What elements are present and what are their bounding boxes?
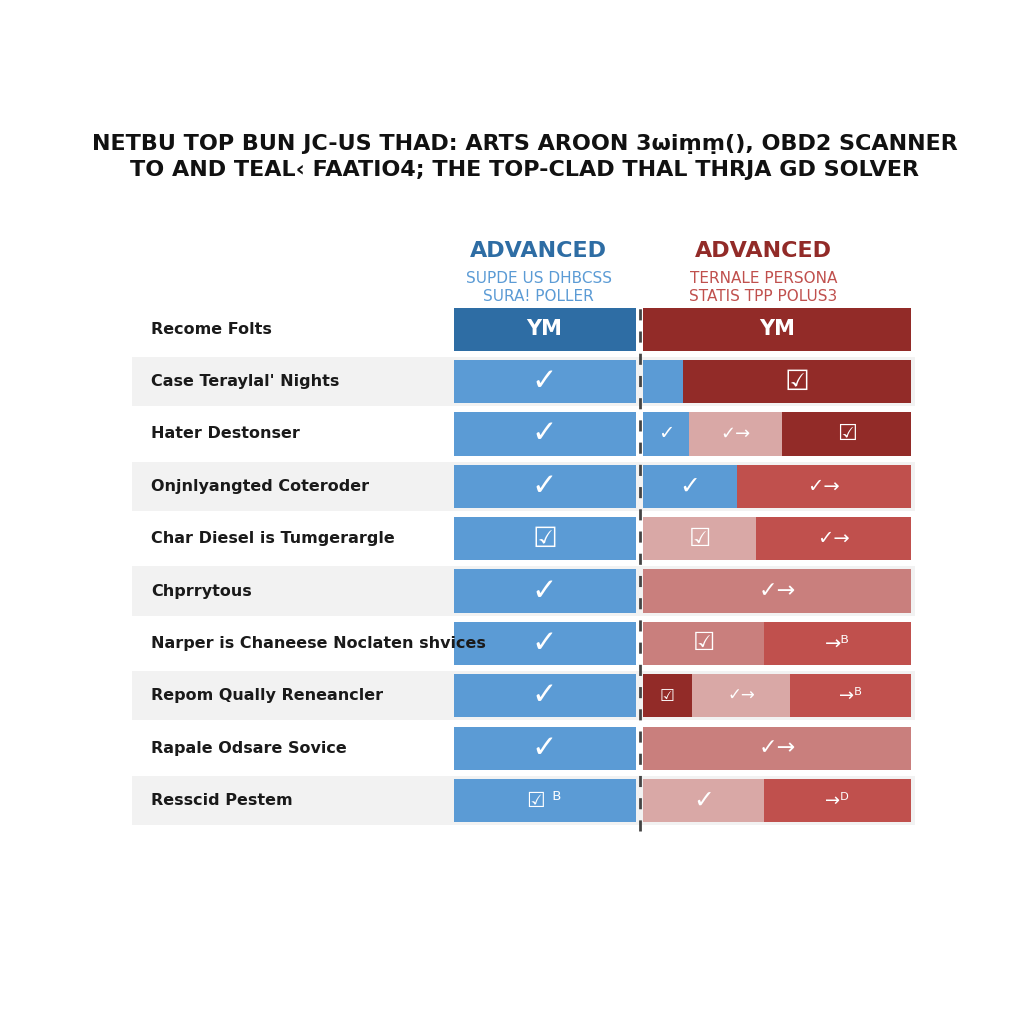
Text: ✓: ✓: [657, 425, 674, 443]
Text: ✓→: ✓→: [759, 738, 796, 758]
Text: Resscid Pestem: Resscid Pestem: [152, 793, 293, 808]
Text: Onjnlyangted Coteroder: Onjnlyangted Coteroder: [152, 479, 370, 494]
Bar: [643, 307, 910, 351]
Bar: [643, 727, 910, 770]
Bar: [132, 304, 914, 354]
Text: ✓: ✓: [531, 629, 557, 657]
Bar: [643, 569, 910, 612]
Text: Recome Folts: Recome Folts: [152, 322, 272, 337]
Bar: [643, 360, 683, 403]
Bar: [764, 779, 910, 822]
Text: ✓→: ✓→: [727, 687, 755, 705]
Bar: [132, 410, 914, 459]
Text: ☑: ☑: [837, 424, 857, 444]
Bar: [454, 727, 636, 770]
Text: ☑: ☑: [692, 632, 715, 655]
Bar: [454, 779, 636, 822]
Text: ☑ ᴮ: ☑ ᴮ: [527, 791, 562, 810]
Bar: [683, 360, 910, 403]
Bar: [643, 622, 764, 665]
Bar: [643, 517, 756, 560]
Text: Char Diesel is Tumgerargle: Char Diesel is Tumgerargle: [152, 531, 395, 546]
Text: ADVANCED: ADVANCED: [695, 242, 831, 261]
Bar: [132, 514, 914, 563]
Text: SUPDE US DHBCSS
SURA! POLLER: SUPDE US DHBCSS SURA! POLLER: [466, 270, 611, 304]
Text: →ᴮ: →ᴮ: [824, 634, 850, 653]
Text: NETBU TOP BUN JC-US THAD: ARTS AROON 3ωiṃṃ(), OBD2 SCANNER
TO AND TEAL‹ FAATIO4;: NETBU TOP BUN JC-US THAD: ARTS AROON 3ωi…: [92, 134, 957, 180]
Bar: [643, 674, 691, 718]
Text: Repom Qually Reneancler: Repom Qually Reneancler: [152, 688, 383, 703]
Bar: [737, 465, 910, 508]
Bar: [454, 307, 636, 351]
Bar: [689, 413, 782, 456]
Bar: [132, 724, 914, 773]
Text: →ᴰ: →ᴰ: [825, 792, 849, 810]
Text: ☑: ☑: [660, 687, 675, 705]
Text: ✓→: ✓→: [817, 529, 850, 548]
Bar: [454, 674, 636, 718]
Bar: [764, 622, 910, 665]
Text: ✓: ✓: [693, 788, 714, 812]
Text: ✓→: ✓→: [721, 425, 751, 443]
Text: Rapale Odsare Sovice: Rapale Odsare Sovice: [152, 740, 347, 756]
Text: →ᴮ: →ᴮ: [839, 687, 862, 705]
Bar: [756, 517, 910, 560]
Text: Narper is Chaneese Noclaten shvices: Narper is Chaneese Noclaten shvices: [152, 636, 486, 651]
Text: ✓→: ✓→: [759, 581, 796, 601]
Bar: [132, 671, 914, 721]
Text: Chprrytous: Chprrytous: [152, 584, 252, 599]
Bar: [782, 413, 910, 456]
Bar: [643, 413, 689, 456]
Text: YM: YM: [759, 319, 795, 339]
Text: ✓: ✓: [531, 367, 557, 396]
Bar: [643, 779, 764, 822]
Bar: [454, 465, 636, 508]
Bar: [643, 465, 737, 508]
Text: ☑: ☑: [532, 524, 557, 553]
Bar: [132, 618, 914, 668]
Bar: [691, 674, 791, 718]
Bar: [454, 360, 636, 403]
Bar: [791, 674, 910, 718]
Text: ✓: ✓: [680, 474, 700, 499]
Text: ☑: ☑: [784, 368, 810, 395]
Text: Hater Destonser: Hater Destonser: [152, 426, 300, 441]
Bar: [454, 517, 636, 560]
Text: ✓: ✓: [531, 472, 557, 501]
Bar: [454, 622, 636, 665]
Text: ✓: ✓: [531, 681, 557, 711]
Text: TERNALE PERSONA
STATIS TPP POLUS3: TERNALE PERSONA STATIS TPP POLUS3: [689, 270, 838, 304]
Bar: [454, 569, 636, 612]
Text: ☑: ☑: [688, 526, 711, 551]
Text: Case Teraylal' Nights: Case Teraylal' Nights: [152, 374, 340, 389]
Text: ✓: ✓: [531, 733, 557, 763]
Text: ✓→: ✓→: [808, 477, 841, 496]
Bar: [132, 462, 914, 511]
Text: ADVANCED: ADVANCED: [470, 242, 607, 261]
Text: YM: YM: [526, 319, 562, 339]
Text: ✓: ✓: [531, 577, 557, 605]
Bar: [132, 357, 914, 407]
Bar: [132, 566, 914, 615]
Bar: [132, 776, 914, 825]
Text: ✓: ✓: [531, 420, 557, 449]
Bar: [454, 413, 636, 456]
